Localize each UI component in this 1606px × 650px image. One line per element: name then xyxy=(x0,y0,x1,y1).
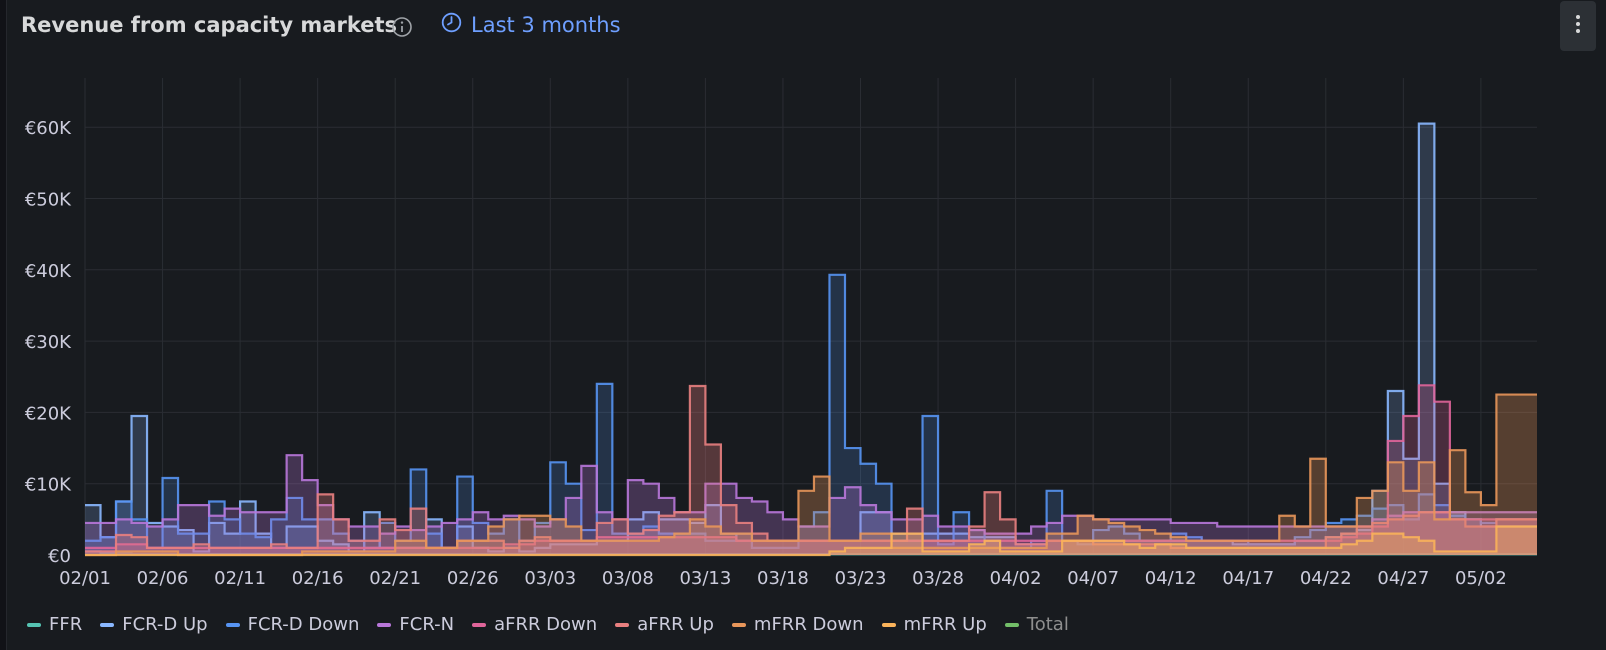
x-tick-label: 04/12 xyxy=(1145,568,1197,589)
panel-title: Revenue from capacity markets xyxy=(21,13,398,37)
legend-label: FFR xyxy=(49,614,83,635)
legend-swatch xyxy=(881,622,896,627)
x-tick-label: 03/08 xyxy=(602,568,654,589)
series-area xyxy=(85,274,1537,555)
x-tick-label: 02/06 xyxy=(137,568,189,589)
y-tick-label: €60K xyxy=(25,118,72,139)
series-layer xyxy=(85,122,1537,557)
legend-swatch xyxy=(731,622,746,627)
legend-swatch xyxy=(100,622,115,627)
x-tick-label: 03/18 xyxy=(757,568,809,589)
panel-header: Revenue from capacity markets Last 3 mon… xyxy=(7,0,1606,54)
legend-item-mfrr-up[interactable]: mFRR Up xyxy=(881,614,987,635)
series-mfrr-up xyxy=(85,525,1537,557)
time-range-label: Last 3 months xyxy=(471,13,621,37)
clock-icon xyxy=(441,12,462,38)
legend-item-total[interactable]: Total xyxy=(1004,614,1069,635)
time-range-picker[interactable]: Last 3 months xyxy=(441,12,621,38)
y-tick-label: €50K xyxy=(25,190,72,211)
series-line xyxy=(85,525,1537,557)
legend-swatch xyxy=(27,622,41,627)
x-tick-label: 03/23 xyxy=(835,568,887,589)
legend-label: mFRR Down xyxy=(753,614,864,635)
x-tick-label: 02/01 xyxy=(59,568,111,589)
y-tick-label: €40K xyxy=(25,261,72,282)
series-area xyxy=(85,394,1537,555)
vertical-dots-icon xyxy=(1575,14,1581,38)
y-axis: €0 €10K €20K €30K €40K €50K €60K xyxy=(25,118,72,567)
series-line xyxy=(85,393,1537,557)
x-tick-label: 04/07 xyxy=(1067,568,1119,589)
revenue-chart: €0€10K€20K€30K€40K€50K€60K 02/01 02/06 02/… xyxy=(25,78,1537,589)
series-area xyxy=(85,386,1537,555)
legend-item-fcr-d-up[interactable]: FCR-D Up xyxy=(100,614,208,635)
legend-swatch xyxy=(615,622,630,627)
y-tick-label: €30K xyxy=(25,332,72,353)
x-tick-label: 03/03 xyxy=(524,568,576,589)
x-axis: 02/01 02/06 02/11 02/16 02/21 02/26 03/03 03/08… xyxy=(59,568,1507,589)
legend-item-mfrr-down[interactable]: mFRR Down xyxy=(731,614,864,635)
series-fcr-n xyxy=(85,454,1537,555)
legend-label: FCR-D Down xyxy=(247,614,360,635)
series-mfrr-down xyxy=(85,393,1537,557)
legend-label: Total xyxy=(1026,614,1069,635)
legend-swatch xyxy=(377,622,392,627)
chart-grid xyxy=(84,78,1537,556)
legend-item-fcr-d-down[interactable]: FCR-D Down xyxy=(225,614,360,635)
x-tick-label: 05/02 xyxy=(1455,568,1507,589)
x-tick-label: 03/13 xyxy=(679,568,731,589)
x-tick-label: 02/16 xyxy=(292,568,344,589)
legend-item-afrr-up[interactable]: aFRR Up xyxy=(615,614,714,635)
y-tick-label: €0 xyxy=(48,546,71,567)
series-area xyxy=(85,385,1537,555)
series-line xyxy=(85,454,1537,535)
legend-label: aFRR Up xyxy=(637,614,714,635)
legend-item-fcr-n[interactable]: FCR-N xyxy=(377,614,454,635)
x-tick-label: 04/27 xyxy=(1377,568,1429,589)
x-tick-label: 04/22 xyxy=(1300,568,1352,589)
legend-label: FCR-N xyxy=(399,614,455,635)
legend-swatch xyxy=(472,622,487,627)
series-area xyxy=(85,526,1537,555)
series-area xyxy=(85,123,1537,555)
legend-item-ffr[interactable]: FFR xyxy=(27,614,82,635)
x-tick-label: 02/21 xyxy=(369,568,421,589)
legend-label: mFRR Up xyxy=(903,614,987,635)
x-tick-label: 04/17 xyxy=(1222,568,1274,589)
x-tick-label: 03/28 xyxy=(912,568,964,589)
x-tick-label: 04/02 xyxy=(990,568,1042,589)
legend-item-afrr-down[interactable]: aFRR Down xyxy=(472,614,597,635)
chart-panel: Revenue from capacity markets Last 3 mon… xyxy=(6,0,1606,650)
panel-menu-button[interactable] xyxy=(1560,1,1596,51)
y-tick-label: €10K xyxy=(25,475,72,496)
legend-swatch xyxy=(1004,622,1019,627)
legend-label: FCR-D Up xyxy=(122,614,208,635)
chart-legend: FFR FCR-D Up FCR-D Down FCR-N aFRR Down aFRR … xyxy=(27,614,1087,635)
legend-swatch xyxy=(225,622,240,627)
y-tick-label: €20K xyxy=(25,403,72,424)
legend-label: aFRR Down xyxy=(494,614,598,635)
x-tick-label: 02/26 xyxy=(447,568,499,589)
info-icon[interactable] xyxy=(391,16,413,42)
series-area xyxy=(85,455,1537,555)
x-tick-label: 02/11 xyxy=(214,568,266,589)
